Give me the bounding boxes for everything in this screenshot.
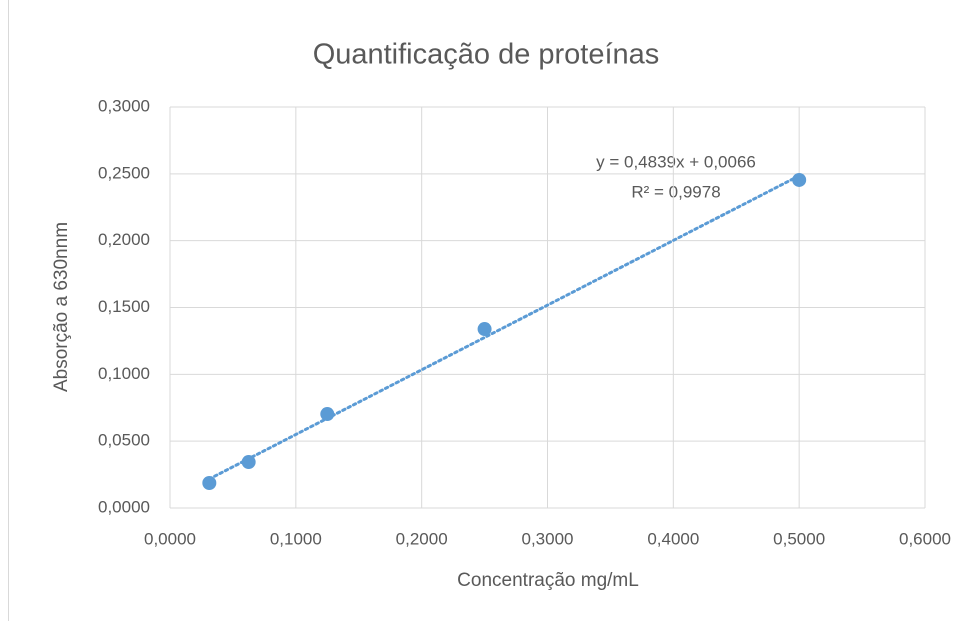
- trendline-r-squared: R² = 0,9978: [631, 182, 720, 201]
- y-tick-label: 0,1000: [98, 364, 150, 383]
- data-point: [320, 407, 335, 422]
- y-tick-label: 0,1500: [98, 297, 150, 316]
- x-tick-label: 0,6000: [899, 529, 951, 548]
- chart-border: [8, 0, 9, 621]
- trendline-equation: y = 0,4839x + 0,0066: [596, 152, 756, 171]
- x-tick-label: 0,5000: [773, 529, 825, 548]
- x-tick-label: 0,3000: [522, 529, 574, 548]
- x-tick-label: 0,4000: [647, 529, 699, 548]
- x-tick-label: 0,2000: [396, 529, 448, 548]
- y-axis-title: Absorção a 630nnm: [51, 222, 72, 392]
- y-tick-label: 0,3000: [98, 96, 150, 115]
- y-tick-label: 0,2500: [98, 163, 150, 182]
- data-point: [792, 172, 807, 187]
- data-point: [202, 476, 217, 491]
- data-point: [241, 455, 256, 470]
- chart-title: Quantificação de proteínas: [313, 39, 660, 71]
- x-tick-label: 0,0000: [144, 529, 196, 548]
- y-tick-label: 0,0500: [98, 431, 150, 450]
- x-axis-title: Concentração mg/mL: [457, 570, 639, 591]
- x-tick-label: 0,1000: [270, 529, 322, 548]
- y-tick-label: 0,2000: [98, 230, 150, 249]
- data-point: [477, 322, 492, 337]
- trendline: [207, 174, 801, 481]
- y-tick-label: 0,0000: [98, 497, 150, 516]
